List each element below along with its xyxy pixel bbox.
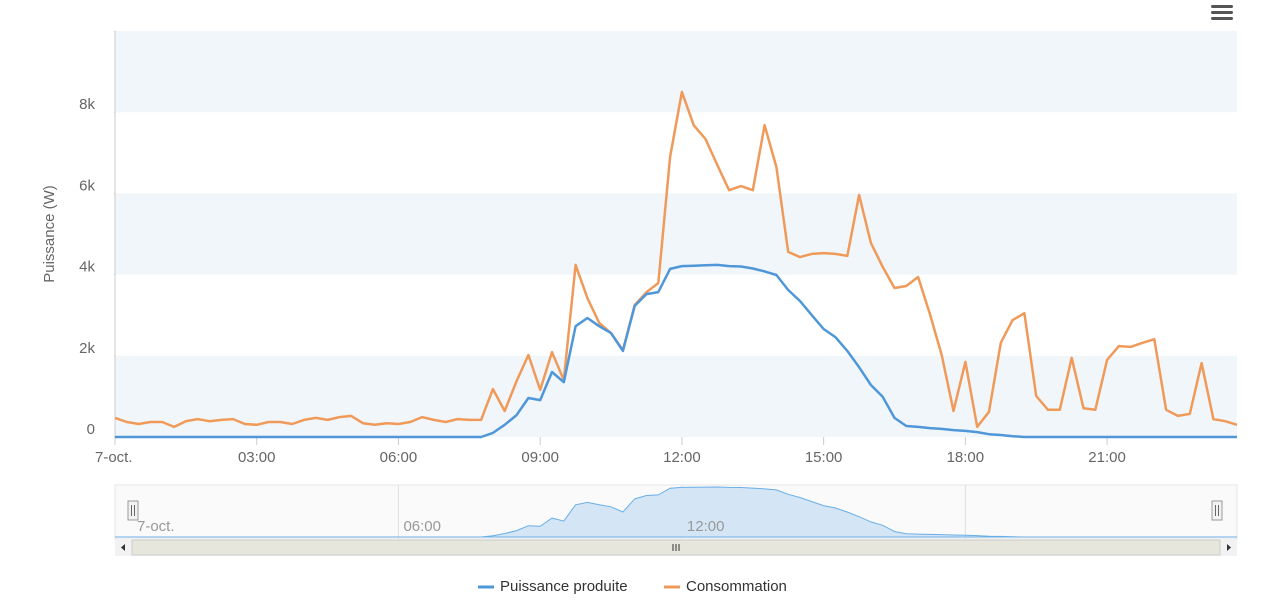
scroll-arrow-right[interactable] [1227,544,1231,551]
navigator-label: 06:00 [403,518,441,535]
x-tick-label: 18:00 [947,449,985,466]
plot-band [115,355,1237,437]
y-tick-label: 8k [79,96,95,113]
scroll-arrow-left[interactable] [121,544,125,551]
series-line [115,263,1237,439]
y-tick-label: 2k [79,340,95,357]
navigator-handle[interactable] [1211,500,1223,521]
y-tick-label: 0 [87,421,95,438]
menu-button[interactable] [1211,4,1233,22]
plot-band [115,31,1237,113]
x-tick-label: 7-oct. [95,449,133,466]
navigator[interactable]: 7-oct. 06:00 12:00 [114,484,1238,556]
x-tick-label: 06:00 [380,449,418,466]
plot-bands: 0 2k 4k 6k 8k 7-oct. 03:00 06:00 09:00 12:00 15:00… [79,30,1237,466]
x-tick-label: 03:00 [238,449,276,466]
y-axis-title: Puissance (W) [41,185,58,283]
menu-bar [1211,5,1233,8]
plot-area [114,90,1238,439]
menu-bar [1211,11,1233,14]
legend-item[interactable]: Puissance produite [478,578,628,595]
legend-text[interactable]: Puissance produite [500,578,628,595]
y-tick-label: 6k [79,177,95,194]
navigator-label: 12:00 [687,518,725,535]
navigator-label: 7-oct. [137,518,175,535]
navigator-handle[interactable] [127,500,139,521]
legend-item[interactable]: Consommation [664,578,787,595]
legend-text[interactable]: Consommation [686,578,787,595]
legend: Puissance produite Consommation [478,578,787,595]
x-tick-label: 09:00 [521,449,559,466]
series-line [114,90,1238,429]
x-tick-label: 12:00 [663,449,701,466]
menu-bar [1211,17,1233,20]
x-tick-label: 21:00 [1088,449,1126,466]
x-tick-label: 15:00 [805,449,843,466]
y-tick-label: 4k [79,259,95,276]
plot-band [115,193,1237,275]
navigator-area [115,486,1237,538]
